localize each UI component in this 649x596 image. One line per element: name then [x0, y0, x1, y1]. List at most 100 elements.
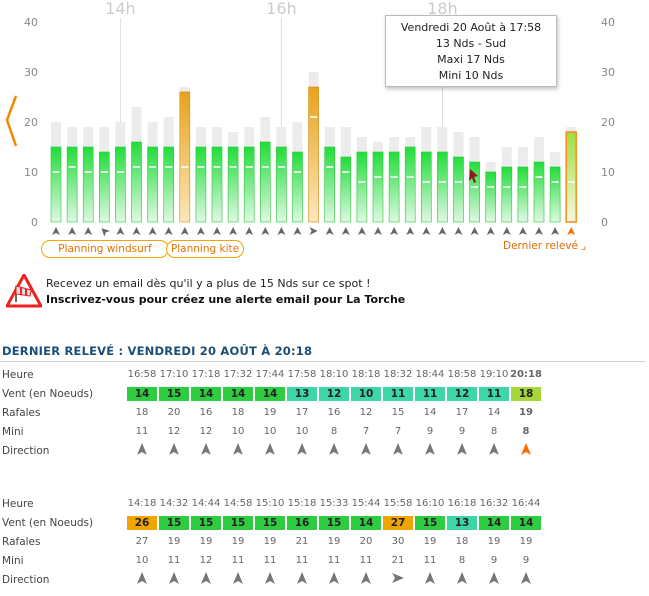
heure-cell: 15:18 [287, 498, 317, 509]
wind-cell: 14 [510, 513, 542, 532]
rafales-cell: 17 [295, 407, 309, 418]
wind-cell: 10 [350, 384, 382, 403]
wind-bar [420, 151, 432, 223]
heure-cell: 14:32 [159, 498, 189, 509]
rafales-cell: 20 [359, 536, 373, 547]
planning-windsurf-button[interactable]: Planning windsurf [41, 240, 169, 258]
wind-value: 12 [319, 386, 349, 401]
direction-cell [350, 441, 382, 460]
mini-cell: 9 [426, 426, 434, 437]
mini-cell: 11 [231, 555, 245, 566]
direction-arrow-icon [148, 227, 157, 235]
mini-cell: 8 [522, 426, 530, 437]
y-tick-left: 10 [24, 166, 38, 179]
wind-cell: 15 [190, 513, 222, 532]
direction-arrow-icon [201, 443, 211, 455]
wind-value: 14 [191, 386, 221, 401]
wind-bar [565, 131, 577, 223]
mini-cell: 11 [135, 426, 149, 437]
wind-cell: 15 [414, 513, 446, 532]
rafales-cell: 19 [263, 407, 277, 418]
heure-cell: 16:58 [127, 369, 157, 380]
wind-bar [324, 146, 336, 223]
row-mini: Mini 11 12 12 10 10 10 8 7 7 9 9 8 8 [2, 422, 542, 441]
wind-value: 14 [351, 515, 381, 530]
wind-bar [533, 161, 545, 223]
direction-arrow-icon [261, 227, 270, 235]
wind-bar [82, 146, 94, 223]
direction-cell [158, 441, 190, 460]
wind-bar [501, 166, 513, 223]
row-label: Vent (en Noeuds) [2, 387, 94, 400]
tooltip-min: Mini 10 Nds [438, 69, 504, 82]
wind-value: 13 [447, 515, 477, 530]
wind-cell: 14 [478, 513, 510, 532]
pointer-cursor-icon [469, 169, 478, 183]
rafales-cell: 19 [327, 536, 341, 547]
tooltip-max: Maxi 17 Nds [437, 53, 505, 66]
direction-arrow-icon [535, 227, 543, 235]
alert-signup-link[interactable]: Inscrivez-vous pour créez une alerte ema… [46, 293, 406, 306]
observations-table-earlier: Heure 14:18 14:32 14:44 14:58 15:10 15:18 15:33… [2, 494, 542, 589]
direction-arrow-icon [132, 227, 141, 235]
heure-cell: 16:10 [415, 498, 445, 509]
hour-label: 14h [105, 0, 136, 18]
row-label: Direction [2, 444, 50, 457]
direction-arrow-icon [101, 228, 110, 237]
wind-bar [99, 151, 110, 223]
mini-cell: 21 [391, 555, 405, 566]
wind-cell: 14 [350, 513, 382, 532]
wind-bar [50, 146, 62, 223]
direction-arrow-icon [454, 227, 463, 235]
wind-bar [227, 146, 239, 223]
wind-value: 14 [511, 515, 541, 530]
wind-bar [195, 146, 207, 223]
wind-bar [340, 156, 352, 223]
wind-bar [437, 151, 448, 223]
direction-cell [222, 441, 254, 460]
heure-cell: 18:58 [447, 369, 477, 380]
mini-cell: 7 [394, 426, 402, 437]
wind-cell: 27 [382, 513, 414, 532]
row-rafales: Rafales 27 19 19 19 19 21 19 20 30 19 18 19 19 [2, 532, 542, 551]
wind-cell: 18 [510, 384, 542, 403]
last-reading-link[interactable]: Dernier relevé ⌟ [503, 240, 587, 252]
mini-cell: 9 [490, 555, 498, 566]
rafales-cell: 21 [295, 536, 309, 547]
wind-cell: 15 [158, 513, 190, 532]
divider [0, 361, 645, 362]
direction-arrow-icon [390, 227, 399, 235]
row-direction: Direction [2, 570, 542, 589]
heure-cell: 18:44 [415, 369, 445, 380]
y-tick-right: 0 [601, 216, 608, 229]
rafales-cell: 16 [327, 407, 341, 418]
direction-arrow-icon [277, 227, 286, 235]
wind-cell: 15 [254, 513, 286, 532]
scroll-left-icon[interactable] [5, 95, 18, 147]
wind-value: 15 [159, 515, 189, 530]
mini-cell: 9 [458, 426, 466, 437]
wind-cell: 13 [286, 384, 318, 403]
direction-arrow-icon [169, 443, 179, 455]
mini-cell: 11 [359, 555, 373, 566]
row-label: Rafales [2, 535, 41, 548]
wind-cell: 14 [126, 384, 158, 403]
tooltip-date: Vendredi 20 Août à 17:58 [400, 21, 542, 34]
direction-arrow-icon [325, 227, 334, 235]
mini-cell: 12 [199, 555, 213, 566]
wind-value: 26 [127, 515, 157, 530]
mini-cell: 11 [423, 555, 437, 566]
hour-label: 16h [266, 0, 297, 18]
mini-cell: 8 [490, 426, 498, 437]
heure-cell: 14:18 [127, 498, 157, 509]
direction-arrow-icon [213, 227, 221, 235]
heure-cell: 14:44 [191, 498, 221, 509]
direction-cell [382, 441, 414, 460]
mini-cell: 11 [263, 555, 277, 566]
direction-arrow-icon [265, 572, 275, 584]
direction-arrow-icon [438, 227, 447, 235]
wind-value: 15 [415, 515, 445, 530]
planning-kite-button[interactable]: Planning kite [166, 240, 244, 258]
rafales-cell: 19 [423, 536, 437, 547]
wind-bar [163, 146, 174, 223]
